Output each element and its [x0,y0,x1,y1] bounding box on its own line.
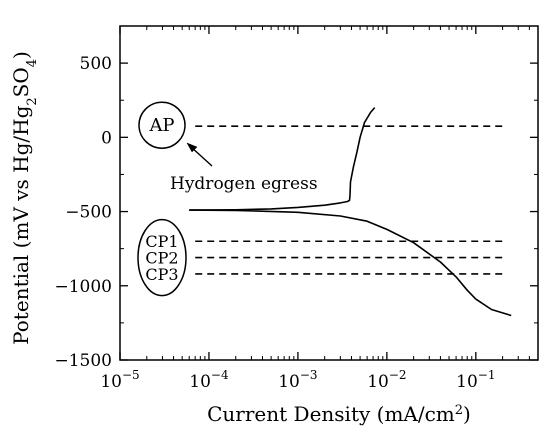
x-tick-label: 10−4 [189,368,229,392]
x-tick-label: 10−5 [100,368,139,392]
x-tick-label: 10−3 [278,368,317,392]
x-tick-label: 10−2 [367,368,406,392]
cp-label-2: CP2 [145,249,178,268]
anodic-branch-line [189,107,376,211]
y-tick-label: −1000 [54,277,112,297]
y-tick-label: 0 [101,128,112,148]
cp-label-1: CP1 [145,232,178,251]
hydrogen-egress-label: Hydrogen egress [170,174,318,194]
cp-label-3: CP3 [145,265,178,284]
y-tick-label: 500 [80,54,112,74]
y-axis-label: Potential (mV vs Hg/Hg2SO4) [9,51,40,345]
y-tick-label: −1500 [54,351,112,371]
x-tick-label: 10−1 [456,368,495,392]
plot-frame [119,25,539,361]
curve-layer [189,107,512,317]
y-tick-label: −500 [65,203,112,223]
ap-circle [138,101,186,149]
reference-lines-layer [195,125,503,275]
x-axis-label: Current Density (mA/cm2) [207,402,471,426]
ap-label: AP [148,115,174,136]
cathodic-branch-line [189,209,512,317]
cp-ellipse [137,218,187,297]
ticks-layer: 10−5 10−4 10−3 10−2 10−1 500 0 −500 −1000 −1500 [54,26,538,392]
hydrogen-arrow-head [186,142,198,153]
